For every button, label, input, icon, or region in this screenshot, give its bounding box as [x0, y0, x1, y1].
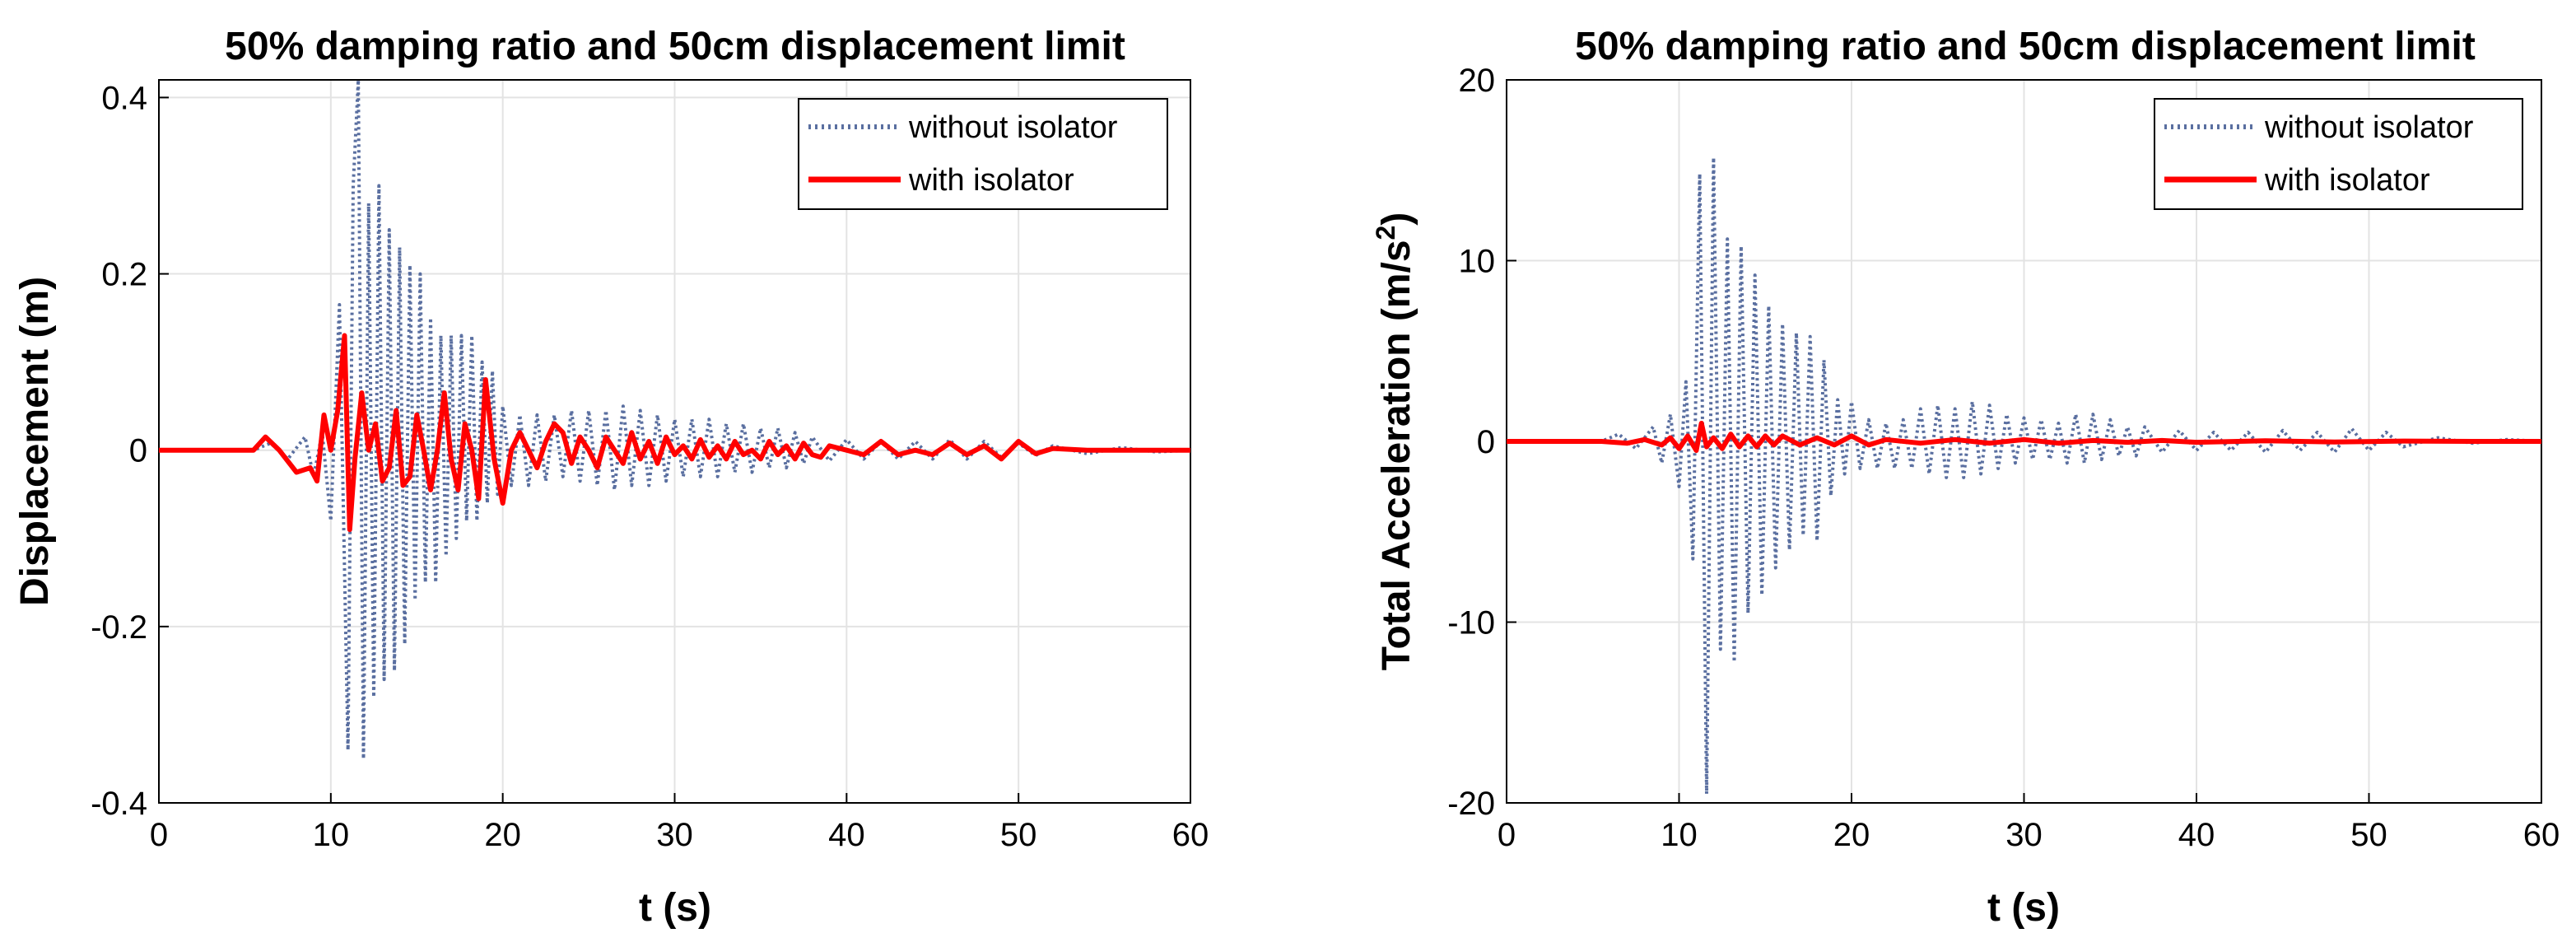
displacement-series-with-isolator-line: [159, 333, 1190, 533]
displacement-x-tick-label: 10: [313, 817, 350, 853]
acceleration-legend-label-without-isolator: without isolator: [2264, 110, 2474, 145]
displacement-y-axis-label: Displacement (m): [13, 277, 57, 606]
acceleration-x-tick-label: 40: [2178, 817, 2215, 853]
acceleration-y-axis-label-main: Total Acceleration (m/s: [1375, 240, 1418, 670]
acceleration-x-tick-label: 0: [1498, 817, 1516, 853]
displacement-legend-box: [798, 98, 1168, 210]
displacement-y-tick-label: 0.4: [101, 80, 147, 116]
acceleration-x-tick-label: 30: [2005, 817, 2043, 853]
acceleration-y-tick-label: -20: [1447, 786, 1495, 822]
acceleration-chart-title: 50% damping ratio and 50cm displacement …: [1575, 25, 2476, 68]
acceleration-series-with-isolator-line: [1507, 421, 2541, 453]
acceleration-y-tick-label: 0: [1477, 424, 1495, 460]
acceleration-y-ticks: -20 -10 0 10 20: [1447, 63, 1516, 822]
displacement-y-tick-label: -0.4: [91, 786, 147, 822]
acceleration-x-tick-label: 50: [2350, 817, 2387, 853]
acceleration-y-axis-label-suffix: ): [1375, 212, 1418, 226]
acceleration-x-tick-label: 10: [1661, 817, 1698, 853]
acceleration-y-tick-label: -10: [1447, 605, 1495, 641]
displacement-x-tick-label: 60: [1172, 817, 1209, 853]
displacement-x-tick-label: 50: [1000, 817, 1037, 853]
acceleration-y-tick-label: 20: [1459, 63, 1496, 99]
acceleration-y-axis-label-superscript: 2: [1371, 226, 1400, 240]
displacement-legend-label-with-isolator: with isolator: [908, 163, 1074, 198]
acceleration-x-axis-label: t (s): [1987, 886, 2060, 930]
acceleration-legend: without isolator with isolator: [2154, 98, 2523, 210]
displacement-series-lines: [159, 78, 1191, 761]
displacement-x-tick-label: 20: [484, 817, 521, 853]
displacement-chart-title: 50% damping ratio and 50cm displacement …: [225, 25, 1125, 68]
acceleration-y-tick-label: 10: [1459, 244, 1496, 280]
acceleration-legend-box: [2154, 98, 2523, 210]
acceleration-series-lines: [1507, 156, 2542, 795]
displacement-y-tick-label: -0.2: [91, 609, 147, 646]
displacement-x-tick-label: 30: [656, 817, 693, 853]
acceleration-y-axis-label: Total Acceleration (m/s2): [1371, 212, 1418, 671]
displacement-x-tick-label: 0: [150, 817, 168, 853]
displacement-x-axis-label: t (s): [639, 886, 711, 930]
acceleration-x-tick-label: 60: [2523, 817, 2560, 853]
displacement-y-tick-label: 0: [129, 433, 147, 469]
displacement-x-ticks: 0 10 20 30 40 50 60: [150, 793, 1209, 853]
displacement-x-tick-label: 40: [828, 817, 865, 853]
displacement-y-tick-label: 0.2: [101, 257, 147, 293]
acceleration-legend-label-with-isolator: with isolator: [2264, 163, 2430, 198]
acceleration-x-tick-label: 20: [1833, 817, 1870, 853]
displacement-chart: 50% damping ratio and 50cm displacement …: [13, 25, 1209, 930]
acceleration-x-ticks: 0 10 20 30 40 50 60: [1498, 793, 2560, 853]
acceleration-chart: 50% damping ratio and 50cm displacement …: [1371, 25, 2560, 930]
displacement-legend-label-without-isolator: without isolator: [908, 110, 1118, 145]
displacement-legend: without isolator with isolator: [798, 98, 1168, 210]
displacement-y-ticks: -0.4 -0.2 0 0.2 0.4: [91, 80, 169, 822]
